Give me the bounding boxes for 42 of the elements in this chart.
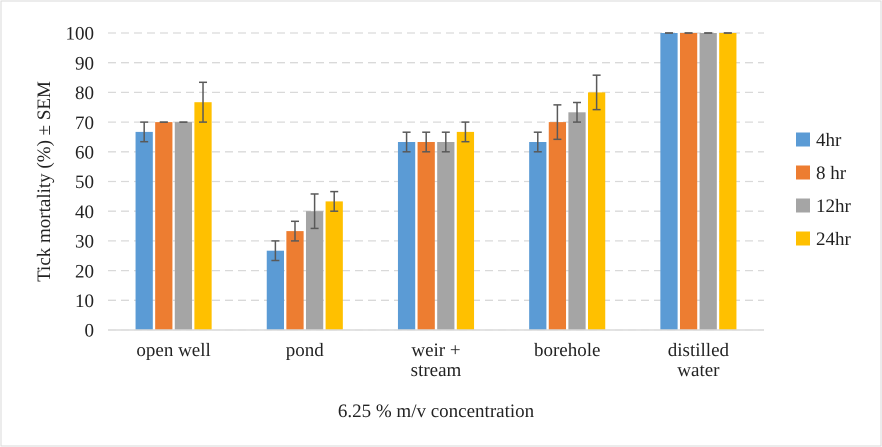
x-tick-label: open well xyxy=(136,340,211,361)
bar xyxy=(548,122,566,330)
bar xyxy=(568,112,586,330)
bar xyxy=(418,142,435,330)
x-tick-label: weir + stream xyxy=(410,340,462,381)
y-tick-label: 70 xyxy=(75,112,94,134)
bar xyxy=(588,92,606,330)
y-axis-title: Tick mortality (%) ± SEM xyxy=(34,81,55,282)
bar xyxy=(174,122,192,330)
x-axis-title: 6.25 % m/v concentration xyxy=(338,401,535,422)
legend-label: 4hr xyxy=(816,130,842,152)
bar xyxy=(398,142,416,330)
bar xyxy=(194,102,212,330)
bar xyxy=(680,33,698,330)
legend-label: 12hr xyxy=(816,196,852,218)
bar xyxy=(326,201,343,330)
legend-label: 24hr xyxy=(816,229,852,250)
bar xyxy=(306,211,324,330)
bar xyxy=(155,122,172,330)
x-tick-label: distilled water xyxy=(668,340,730,381)
x-tick-label: borehole xyxy=(534,340,600,361)
y-tick-label: 80 xyxy=(75,83,94,104)
y-tick-label: 20 xyxy=(75,261,94,282)
y-tick-label: 40 xyxy=(75,202,94,223)
bar xyxy=(719,33,736,330)
y-tick-label: 0 xyxy=(84,320,94,342)
bar xyxy=(266,250,284,330)
y-tick-label: 60 xyxy=(75,142,94,164)
y-tick-label: 50 xyxy=(75,172,94,194)
bar xyxy=(700,33,717,330)
legend-label: 8 hr xyxy=(816,163,847,184)
bar xyxy=(286,231,304,330)
y-tick-label: 30 xyxy=(75,232,94,253)
bar xyxy=(660,33,678,330)
bar xyxy=(437,142,454,330)
y-tick-label: 90 xyxy=(75,53,94,74)
bar xyxy=(456,132,474,330)
y-tick-label: 10 xyxy=(75,290,94,312)
bar xyxy=(529,142,546,330)
y-tick-label: 100 xyxy=(66,24,94,45)
x-tick-label: pond xyxy=(286,340,324,361)
bar xyxy=(136,132,153,330)
